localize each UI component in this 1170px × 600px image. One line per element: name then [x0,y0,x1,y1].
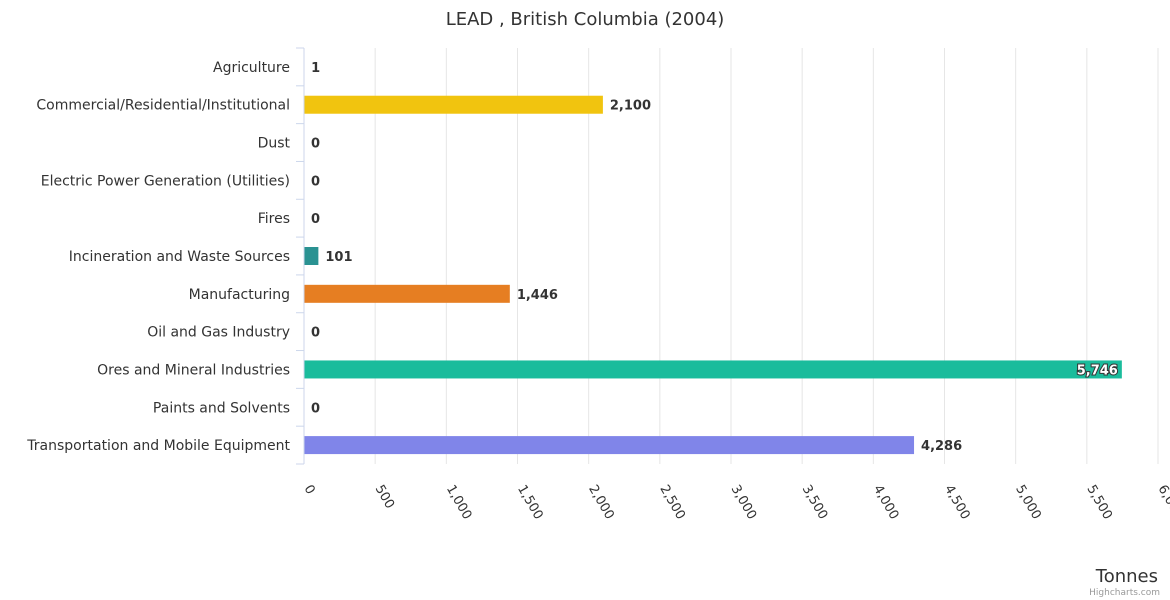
data-label: 0 [311,326,320,341]
tick-label: 5,500 [1083,483,1115,523]
data-label: 0 [311,401,320,416]
tick-label: 2,500 [656,483,688,523]
tick-label: 3,500 [799,483,831,523]
data-label: 0 [311,212,320,227]
bar[interactable] [304,360,1122,379]
category-label: Oil and Gas Industry [147,325,290,341]
tick-label: 2,000 [585,483,617,523]
bars [304,57,1122,455]
tick-label: 0 [301,483,318,498]
bar[interactable] [304,436,915,455]
value-axis-ticks: 0 500 1,000 1,500 2,000 2,500 3,000 3,500 4,000 4… [301,483,1170,523]
category-label: Dust [258,136,291,152]
tick-label: 500 [372,483,397,512]
bar[interactable] [304,284,510,303]
data-label: 0 [311,174,320,189]
data-label: 101 [325,250,352,265]
data-label: 1,446 [517,288,558,303]
data-labels: 1 2,100 0 0 0 101 1,446 0 5,746 0 4,286 [311,61,1119,454]
bar[interactable] [304,247,319,265]
category-label: Manufacturing [189,287,290,303]
category-label: Electric Power Generation (Utilities) [41,173,290,189]
grid-lines [374,48,1159,464]
credits-link[interactable]: Highcharts.com [1089,588,1160,598]
category-label: Ores and Mineral Industries [97,362,290,378]
value-axis-title: Tonnes [1095,566,1158,587]
data-label: 4,286 [921,439,962,454]
category-label: Transportation and Mobile Equipment [26,438,290,454]
category-label: Paints and Solvents [153,400,290,416]
tick-label: 4,500 [941,483,973,523]
tick-label: 1,500 [514,483,546,523]
category-label: Agriculture [213,60,290,76]
category-label: Commercial/Residential/Institutional [36,98,290,114]
tick-label: 1,000 [443,483,475,523]
data-label: 2,100 [610,99,651,114]
data-label: 1 [311,61,320,76]
category-label: Fires [258,211,290,227]
tick-label: 3,000 [728,483,760,523]
chart-title: LEAD , British Columbia (2004) [446,9,725,30]
tick-label: 5,000 [1012,483,1044,523]
tick-label: 6,000 [1155,483,1170,523]
category-label: Incineration and Waste Sources [69,249,290,265]
bar[interactable] [304,95,603,114]
category-labels: Agriculture Commercial/Residential/Instit… [26,47,304,465]
data-label: 0 [311,137,320,152]
tick-label: 4,000 [870,483,902,523]
data-label: 5,746 [1077,363,1118,378]
